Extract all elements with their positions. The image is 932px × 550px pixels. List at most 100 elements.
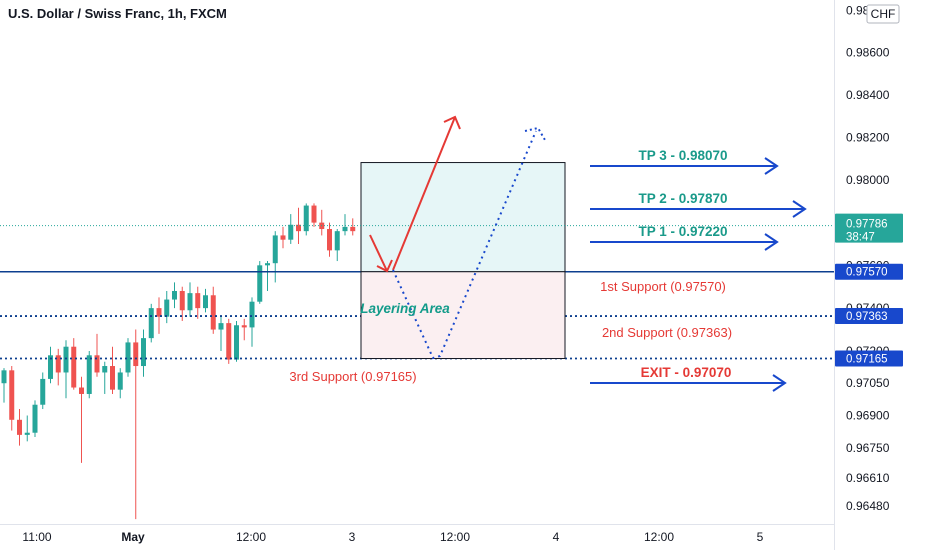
chart-title: U.S. Dollar / Swiss Franc, 1h, FXCM xyxy=(8,6,227,21)
candle-body xyxy=(156,308,162,317)
candle-body xyxy=(195,293,201,309)
candle-body xyxy=(350,226,356,232)
time-tick-label: May xyxy=(121,530,145,544)
candle-body xyxy=(226,323,232,360)
candle-body xyxy=(133,342,139,367)
candle-body xyxy=(24,432,30,435)
layering-zone xyxy=(360,271,566,360)
candle xyxy=(187,282,193,317)
candle-body xyxy=(79,387,84,394)
candle-body xyxy=(296,224,301,232)
candle xyxy=(55,348,61,386)
candle xyxy=(350,218,356,236)
price-tag-label: 0.97363 xyxy=(846,311,888,323)
candle-body xyxy=(125,342,131,373)
price-tag: 0.97165 xyxy=(835,350,903,367)
candle xyxy=(117,368,123,399)
candle xyxy=(334,229,340,262)
tp1-label: TP 1 - 0.97220 xyxy=(638,224,727,239)
candle-body xyxy=(280,235,286,240)
price-tick-label: 0.98200 xyxy=(846,130,890,144)
candle xyxy=(63,340,69,399)
candle-body xyxy=(241,325,247,328)
support1-label: 1st Support (0.97570) xyxy=(600,279,726,294)
candle xyxy=(94,333,100,377)
candle-body xyxy=(234,325,239,360)
candle-body xyxy=(272,235,278,264)
candle-body xyxy=(257,265,263,302)
candle-body xyxy=(210,295,216,330)
candle-body xyxy=(9,370,15,420)
price-tag-box xyxy=(835,263,903,280)
price-tag-box xyxy=(835,308,903,325)
candle xyxy=(226,318,232,364)
candle-body xyxy=(203,295,208,309)
candle-body xyxy=(288,224,294,240)
candle xyxy=(172,282,177,309)
candle xyxy=(1,368,7,403)
candle xyxy=(48,346,53,384)
currency-button-label[interactable]: CHF xyxy=(871,7,896,21)
tp3-label: TP 3 - 0.98070 xyxy=(638,148,727,163)
candle xyxy=(296,207,301,244)
candle xyxy=(311,203,317,227)
candle xyxy=(280,226,286,249)
target-arrows xyxy=(590,157,807,392)
price-tick-label: 0.96900 xyxy=(846,408,890,422)
candle-body xyxy=(55,355,61,373)
candle xyxy=(32,400,38,438)
candle-body xyxy=(117,372,123,390)
price-tick-label: 0.96610 xyxy=(846,471,890,485)
exit-arrow xyxy=(590,374,787,392)
time-tick-label: 11:00 xyxy=(22,530,51,544)
red-rise-arrowhead xyxy=(443,115,461,130)
candle-body xyxy=(303,205,309,232)
candle-body xyxy=(32,404,38,433)
candles xyxy=(1,203,356,520)
exit-label: EXIT - 0.97070 xyxy=(641,365,732,380)
candle-body xyxy=(63,346,69,373)
time-tick-label: 5 xyxy=(757,530,764,544)
price-tick-label: 0.96750 xyxy=(846,441,890,455)
currency-button-box[interactable] xyxy=(866,4,900,24)
countdown-timer: 38:47 xyxy=(846,232,875,244)
candle xyxy=(265,261,270,291)
currency-button[interactable]: CHF xyxy=(866,4,900,24)
blue-dotted-projection xyxy=(392,130,537,360)
candle-body xyxy=(86,355,92,394)
time-tick-label: 4 xyxy=(553,530,560,544)
time-tick-label: 12:00 xyxy=(236,530,266,544)
price-tag-label: 0.97165 xyxy=(846,354,888,366)
price-tick-label: 0.98000 xyxy=(846,173,890,187)
support3-label: 3rd Support (0.97165) xyxy=(289,369,416,384)
candle xyxy=(203,288,208,313)
candle-body xyxy=(311,205,317,223)
time-tick-label: 3 xyxy=(349,530,356,544)
candle-body xyxy=(102,366,108,373)
tp1-arrow xyxy=(590,233,779,251)
candle xyxy=(303,203,309,236)
price-tag: 0.97570 xyxy=(835,263,903,280)
candle-body xyxy=(334,231,340,251)
candle-body xyxy=(327,229,332,251)
profit-zone xyxy=(360,162,566,273)
red-drop-arrow xyxy=(369,234,388,272)
candle xyxy=(102,361,108,394)
price-tick-label: 0.98400 xyxy=(846,88,890,102)
candle-body xyxy=(342,226,348,232)
price-tick-label: 0.96480 xyxy=(846,499,890,513)
candle xyxy=(241,318,247,341)
candle-body xyxy=(179,290,185,311)
projection-drawings xyxy=(369,115,546,360)
price-tag-box xyxy=(835,350,903,367)
candle xyxy=(86,351,92,399)
candle xyxy=(156,297,162,334)
candle xyxy=(234,320,239,362)
tp3-arrow xyxy=(590,157,779,175)
candle xyxy=(40,372,46,410)
candle-body xyxy=(71,346,77,388)
candle xyxy=(79,376,84,463)
time-tick-label: 12:00 xyxy=(440,530,470,544)
